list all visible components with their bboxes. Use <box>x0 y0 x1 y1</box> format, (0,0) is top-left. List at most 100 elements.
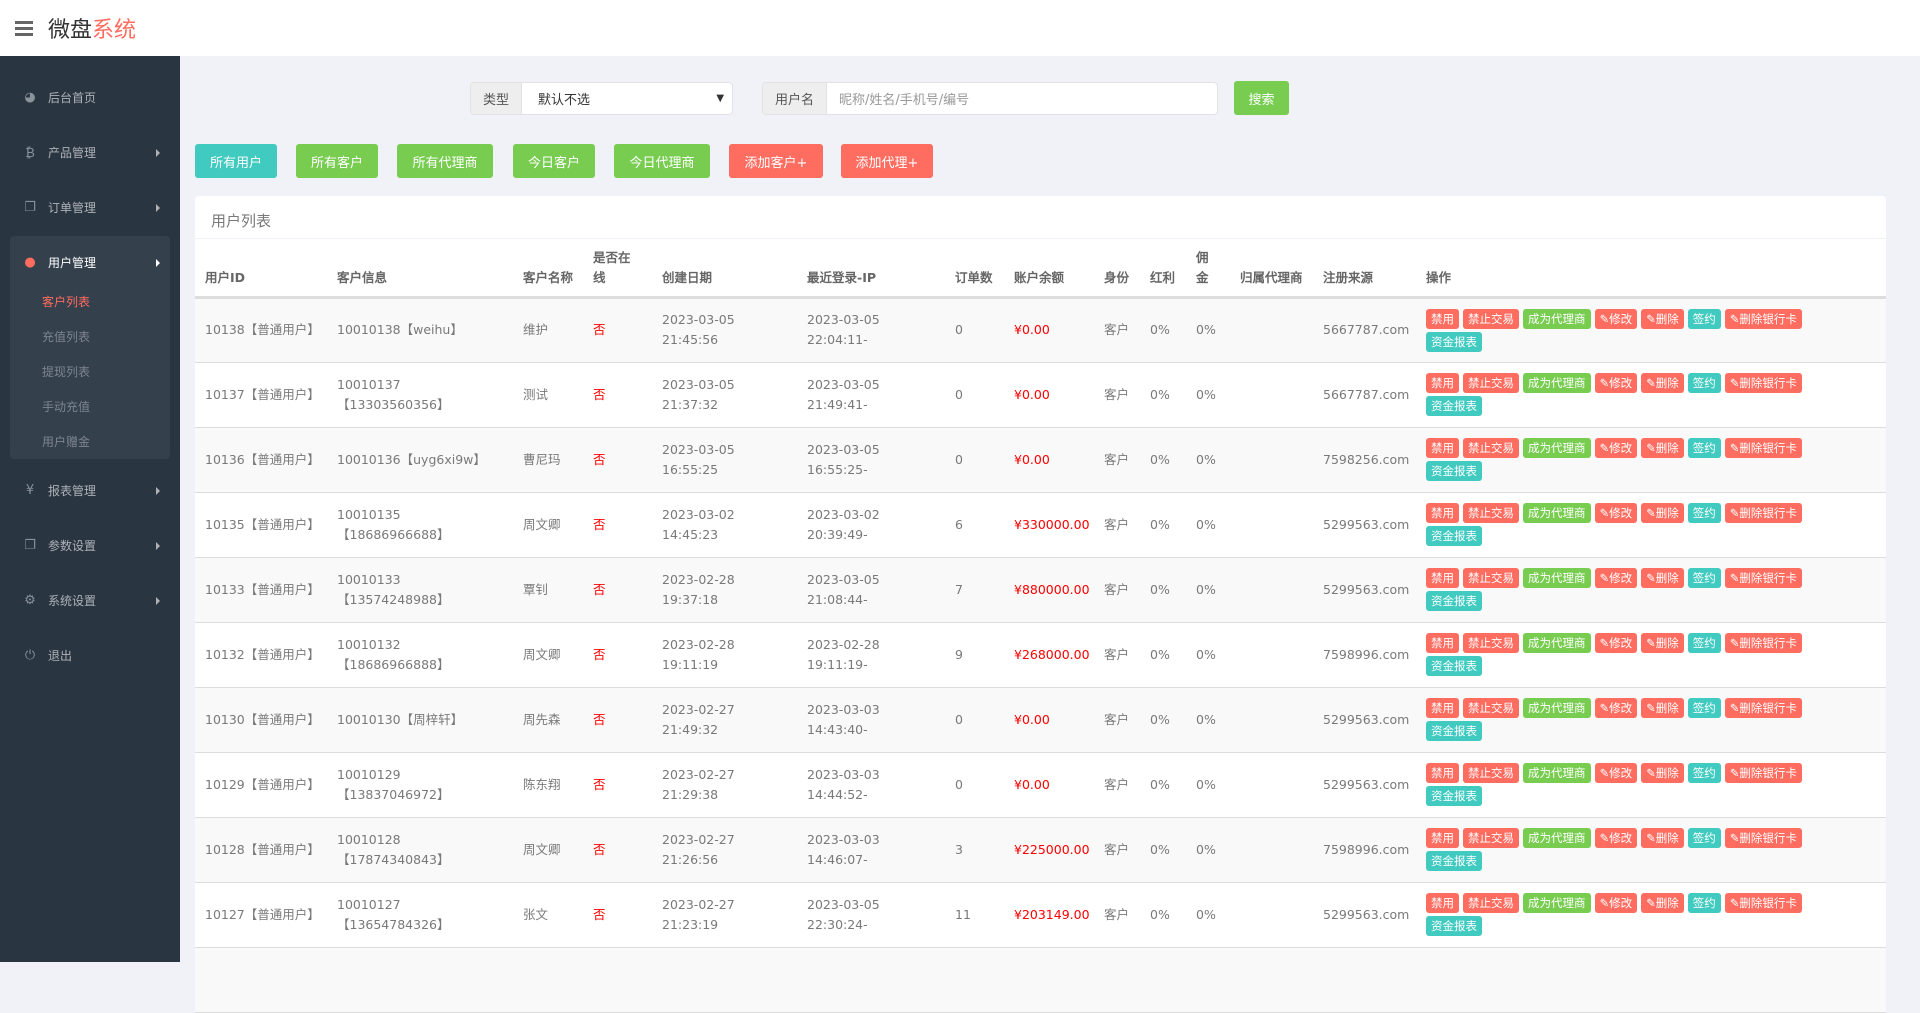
edit-button[interactable]: ✎修改 <box>1594 828 1638 848</box>
delete-button[interactable]: ✎删除 <box>1641 633 1684 653</box>
sidebar-sub-withdraw-list[interactable]: 提现列表 <box>42 365 91 379</box>
sidebar-item-products[interactable]: ₿ 产品管理 <box>20 144 160 161</box>
sidebar-item-dashboard[interactable]: ◕ 后台首页 <box>20 89 160 106</box>
make-agent-button[interactable]: 成为代理商 <box>1523 308 1591 329</box>
page-scrollbar[interactable] <box>1886 56 1920 962</box>
sign-button[interactable]: 签约 <box>1687 568 1721 588</box>
fund-report-button[interactable]: 资金报表 <box>1426 916 1482 936</box>
today-customers-button[interactable]: 今日客户 <box>513 144 595 178</box>
fund-report-button[interactable]: 资金报表 <box>1426 331 1482 352</box>
delete-button[interactable]: ✎删除 <box>1641 373 1684 393</box>
delete-button[interactable]: ✎删除 <box>1641 568 1684 588</box>
edit-button[interactable]: ✎修改 <box>1594 763 1638 783</box>
today-agents-button[interactable]: 今日代理商 <box>614 144 710 178</box>
fund-report-button[interactable]: 资金报表 <box>1426 656 1482 676</box>
all-customers-button[interactable]: 所有客户 <box>296 144 378 178</box>
all-agents-button[interactable]: 所有代理商 <box>397 144 493 178</box>
fund-report-button[interactable]: 资金报表 <box>1426 526 1482 546</box>
type-select[interactable]: 默认不选 ▼ <box>538 93 725 108</box>
edit-button[interactable]: ✎修改 <box>1594 503 1638 523</box>
disable-button[interactable]: 禁用 <box>1426 698 1459 718</box>
delete-button[interactable]: ✎删除 <box>1641 438 1684 458</box>
make-agent-button[interactable]: 成为代理商 <box>1523 763 1591 783</box>
sidebar-sub-customer-list[interactable]: 客户列表 <box>42 295 91 309</box>
ban-trade-button[interactable]: 禁止交易 <box>1463 373 1519 393</box>
ban-trade-button[interactable]: 禁止交易 <box>1463 503 1519 523</box>
delete-bankcard-button[interactable]: ✎删除银行卡 <box>1724 698 1802 718</box>
edit-button[interactable]: ✎修改 <box>1594 308 1638 329</box>
fund-report-button[interactable]: 资金报表 <box>1426 461 1482 481</box>
all-users-button[interactable]: 所有用户 <box>195 144 277 178</box>
fund-report-button[interactable]: 资金报表 <box>1426 396 1482 416</box>
sidebar-sub-user-gift[interactable]: 用户赠金 <box>42 435 91 449</box>
fund-report-button[interactable]: 资金报表 <box>1426 721 1482 741</box>
delete-bankcard-button[interactable]: ✎删除银行卡 <box>1724 373 1802 393</box>
disable-button[interactable]: 禁用 <box>1426 373 1459 393</box>
delete-bankcard-button[interactable]: ✎删除银行卡 <box>1724 633 1802 653</box>
edit-button[interactable]: ✎修改 <box>1594 633 1638 653</box>
delete-bankcard-button[interactable]: ✎删除银行卡 <box>1724 763 1802 783</box>
sign-button[interactable]: 签约 <box>1687 633 1721 653</box>
edit-button[interactable]: ✎修改 <box>1594 438 1638 458</box>
make-agent-button[interactable]: 成为代理商 <box>1523 893 1591 913</box>
sidebar-item-orders[interactable]: ❐ 订单管理 <box>20 199 160 216</box>
sidebar-sub-recharge-list[interactable]: 充值列表 <box>42 330 91 344</box>
make-agent-button[interactable]: 成为代理商 <box>1523 698 1591 718</box>
search-button[interactable]: 搜索 <box>1234 81 1289 115</box>
sidebar-item-reports[interactable]: ¥ 报表管理 <box>20 482 160 499</box>
sign-button[interactable]: 签约 <box>1687 373 1721 393</box>
ban-trade-button[interactable]: 禁止交易 <box>1463 698 1519 718</box>
sign-button[interactable]: 签约 <box>1687 308 1721 329</box>
add-customer-button[interactable]: 添加客户+ <box>729 144 823 178</box>
delete-button[interactable]: ✎删除 <box>1641 763 1684 783</box>
delete-button[interactable]: ✎删除 <box>1641 828 1684 848</box>
disable-button[interactable]: 禁用 <box>1426 503 1459 523</box>
delete-button[interactable]: ✎删除 <box>1641 503 1684 523</box>
delete-button[interactable]: ✎删除 <box>1641 893 1684 913</box>
delete-bankcard-button[interactable]: ✎删除银行卡 <box>1724 308 1802 329</box>
disable-button[interactable]: 禁用 <box>1426 568 1459 588</box>
make-agent-button[interactable]: 成为代理商 <box>1523 373 1591 393</box>
edit-button[interactable]: ✎修改 <box>1594 893 1638 913</box>
edit-button[interactable]: ✎修改 <box>1594 373 1638 393</box>
disable-button[interactable]: 禁用 <box>1426 438 1459 458</box>
fund-report-button[interactable]: 资金报表 <box>1426 591 1482 611</box>
ban-trade-button[interactable]: 禁止交易 <box>1463 568 1519 588</box>
delete-bankcard-button[interactable]: ✎删除银行卡 <box>1724 438 1802 458</box>
sign-button[interactable]: 签约 <box>1687 763 1721 783</box>
disable-button[interactable]: 禁用 <box>1426 308 1459 329</box>
sign-button[interactable]: 签约 <box>1687 698 1721 718</box>
disable-button[interactable]: 禁用 <box>1426 633 1459 653</box>
make-agent-button[interactable]: 成为代理商 <box>1523 438 1591 458</box>
delete-bankcard-button[interactable]: ✎删除银行卡 <box>1724 503 1802 523</box>
delete-button[interactable]: ✎删除 <box>1641 698 1684 718</box>
sign-button[interactable]: 签约 <box>1687 828 1721 848</box>
menu-toggle-icon[interactable] <box>15 18 33 39</box>
delete-bankcard-button[interactable]: ✎删除银行卡 <box>1724 893 1802 913</box>
delete-bankcard-button[interactable]: ✎删除银行卡 <box>1724 568 1802 588</box>
delete-bankcard-button[interactable]: ✎删除银行卡 <box>1724 828 1802 848</box>
ban-trade-button[interactable]: 禁止交易 <box>1463 828 1519 848</box>
sidebar-sub-manual-recharge[interactable]: 手动充值 <box>42 400 91 414</box>
sidebar-item-system[interactable]: ⚙ 系统设置 <box>20 592 160 609</box>
ban-trade-button[interactable]: 禁止交易 <box>1463 893 1519 913</box>
disable-button[interactable]: 禁用 <box>1426 828 1459 848</box>
make-agent-button[interactable]: 成为代理商 <box>1523 503 1591 523</box>
ban-trade-button[interactable]: 禁止交易 <box>1463 438 1519 458</box>
sign-button[interactable]: 签约 <box>1687 438 1721 458</box>
sidebar-item-logout[interactable]: ⏻ 退出 <box>20 647 160 664</box>
ban-trade-button[interactable]: 禁止交易 <box>1463 308 1519 329</box>
username-input[interactable]: 昵称/姓名/手机号/编号 <box>839 93 970 108</box>
disable-button[interactable]: 禁用 <box>1426 893 1459 913</box>
add-agent-button[interactable]: 添加代理+ <box>841 144 933 178</box>
sign-button[interactable]: 签约 <box>1687 893 1721 913</box>
delete-button[interactable]: ✎删除 <box>1641 308 1684 329</box>
make-agent-button[interactable]: 成为代理商 <box>1523 568 1591 588</box>
make-agent-button[interactable]: 成为代理商 <box>1523 633 1591 653</box>
ban-trade-button[interactable]: 禁止交易 <box>1463 763 1519 783</box>
sign-button[interactable]: 签约 <box>1687 503 1721 523</box>
sidebar-item-params[interactable]: ❐ 参数设置 <box>20 537 160 554</box>
fund-report-button[interactable]: 资金报表 <box>1426 851 1482 871</box>
ban-trade-button[interactable]: 禁止交易 <box>1463 633 1519 653</box>
fund-report-button[interactable]: 资金报表 <box>1426 786 1482 806</box>
